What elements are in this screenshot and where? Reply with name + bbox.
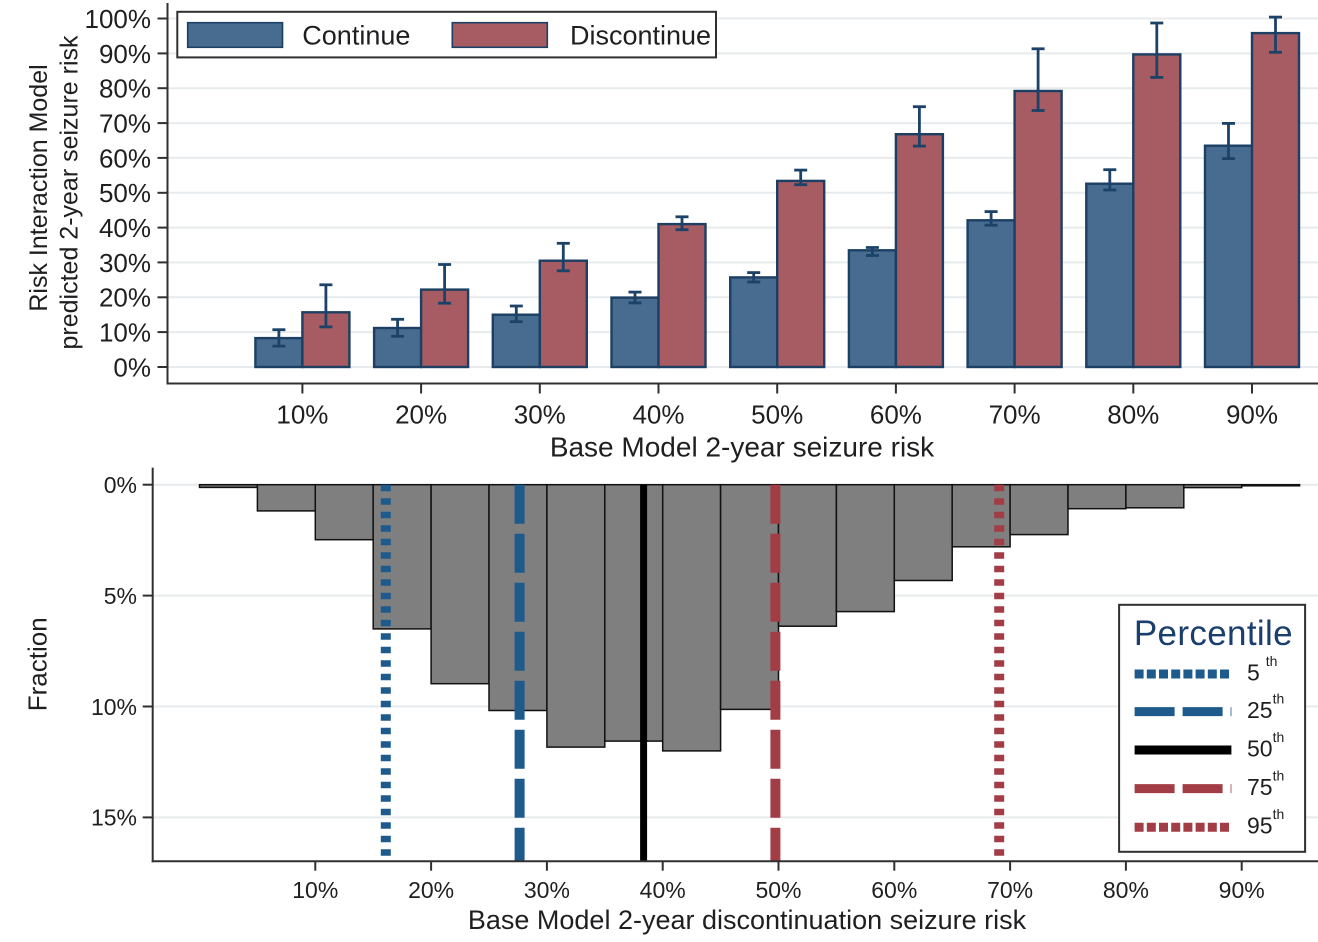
svg-text:predicted 2-year seizure risk: predicted 2-year seizure risk [56,35,84,350]
svg-text:60%: 60% [871,877,917,903]
svg-text:15%: 15% [91,805,137,831]
svg-text:20%: 20% [395,400,447,430]
svg-text:70%: 70% [987,877,1033,903]
svg-text:Base Model 2-year discontinuat: Base Model 2-year discontinuation seizur… [468,905,1027,935]
svg-text:10%: 10% [292,877,338,903]
svg-text:60%: 60% [99,143,151,173]
svg-text:0%: 0% [104,472,137,498]
svg-text:100%: 100% [85,4,152,34]
svg-text:90%: 90% [1226,400,1278,430]
svg-text:40%: 40% [99,213,151,243]
svg-text:30%: 30% [99,248,151,278]
svg-text:Risk Interaction Model: Risk Interaction Model [25,64,53,311]
svg-text:30%: 30% [514,400,566,430]
svg-text:10%: 10% [91,694,137,720]
svg-text:80%: 80% [1103,877,1149,903]
svg-text:10%: 10% [99,318,151,348]
svg-text:40%: 40% [632,400,684,430]
svg-text:5%: 5% [104,583,137,609]
svg-text:20%: 20% [408,877,454,903]
svg-text:Percentile: Percentile [1134,614,1293,653]
svg-text:30%: 30% [524,877,570,903]
svg-text:Continue: Continue [302,21,410,51]
svg-text:10%: 10% [276,400,328,430]
svg-text:90%: 90% [99,39,151,69]
svg-text:20%: 20% [99,283,151,313]
svg-text:70%: 70% [989,400,1041,430]
svg-text:90%: 90% [1219,877,1265,903]
svg-text:Base Model 2-year seizure risk: Base Model 2-year seizure risk [550,432,935,463]
svg-text:60%: 60% [870,400,922,430]
svg-text:80%: 80% [99,74,151,104]
svg-text:Discontinue: Discontinue [570,21,711,51]
svg-text:50%: 50% [99,178,151,208]
svg-text:70%: 70% [99,109,151,139]
svg-text:50%: 50% [755,877,801,903]
svg-text:50%: 50% [751,400,803,430]
svg-text:0%: 0% [113,352,151,382]
svg-text:80%: 80% [1107,400,1159,430]
svg-text:Fraction: Fraction [22,617,52,711]
svg-text:40%: 40% [640,877,686,903]
